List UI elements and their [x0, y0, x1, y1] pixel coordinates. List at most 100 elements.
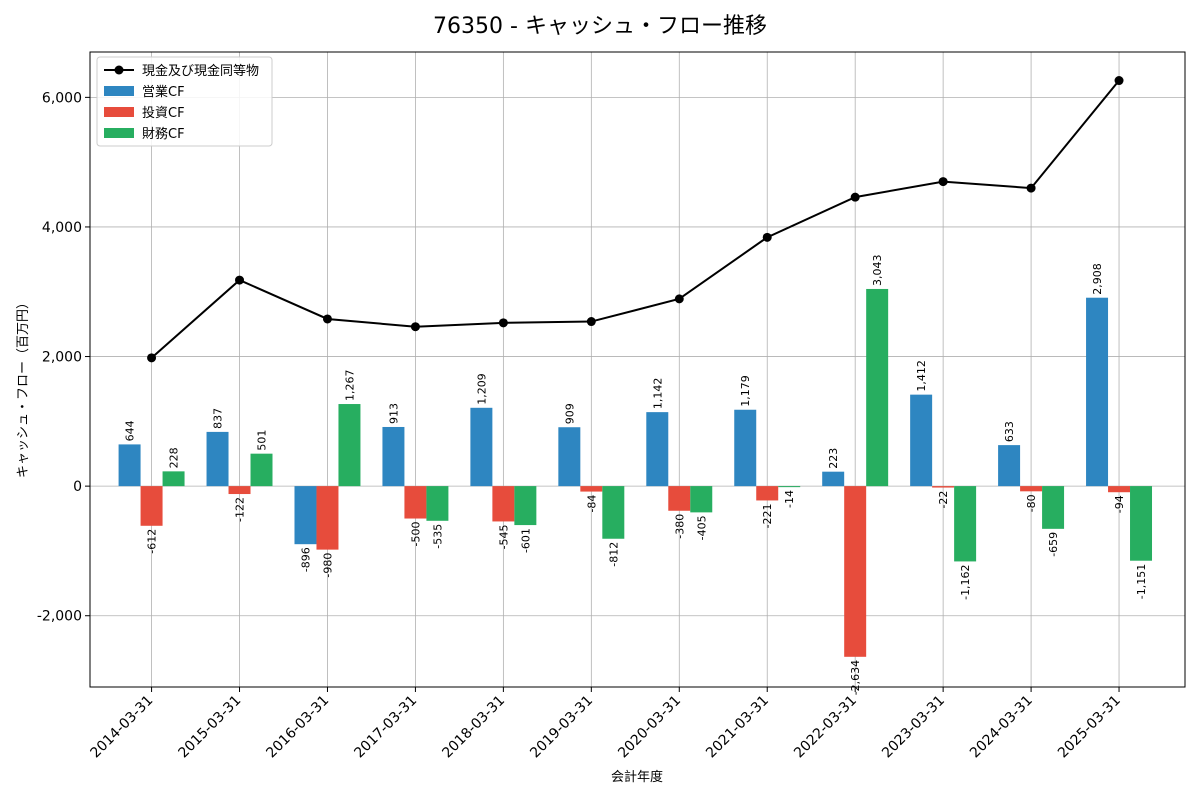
x-tick-label: 2014-03-31 — [88, 693, 157, 762]
x-tick-label: 2025-03-31 — [1055, 693, 1124, 762]
bar-value-label: -1,162 — [959, 564, 972, 599]
cash-line-group — [147, 76, 1124, 363]
legend-swatch — [104, 128, 134, 138]
bar-value-label: -896 — [299, 547, 312, 572]
cash-point — [850, 192, 860, 202]
bar-value-label: -2,634 — [849, 660, 862, 695]
x-tick-label: 2017-03-31 — [351, 693, 420, 762]
bar-財務CF — [866, 288, 889, 487]
bar-財務CF — [426, 486, 449, 521]
bar-投資CF — [140, 486, 163, 526]
cash-point — [762, 232, 772, 242]
bar-value-label: -812 — [607, 542, 620, 567]
bar-value-label: -500 — [409, 522, 422, 547]
bar-財務CF — [1042, 486, 1065, 529]
cash-point — [322, 314, 332, 324]
bar-value-label: 913 — [387, 403, 400, 424]
bar-財務CF — [690, 486, 713, 513]
bar-value-label: 1,267 — [343, 370, 356, 402]
bar-営業CF — [822, 471, 845, 487]
x-tick-label: 2021-03-31 — [703, 693, 772, 762]
cash-point — [586, 317, 596, 327]
legend-label: 営業CF — [142, 84, 185, 100]
bar-value-label: 1,412 — [915, 360, 928, 392]
bar-営業CF — [294, 486, 317, 545]
bar-value-label: -535 — [431, 524, 444, 549]
cash-line — [150, 79, 1120, 359]
bars-group — [118, 288, 1153, 657]
bar-財務CF — [954, 486, 977, 562]
cash-point — [938, 177, 948, 187]
x-tick-label: 2016-03-31 — [263, 693, 332, 762]
cash-point — [235, 275, 245, 285]
legend-label: 投資CF — [142, 105, 185, 121]
bar-value-label: -221 — [761, 503, 774, 528]
x-axis-label: 会計年度 — [611, 769, 663, 785]
bar-value-label: 644 — [124, 420, 137, 441]
bar-value-label: -122 — [234, 497, 247, 522]
cash-point — [674, 294, 684, 304]
bar-value-label: -980 — [321, 553, 334, 578]
bar-value-label: -380 — [673, 514, 686, 539]
bar-投資CF — [1108, 486, 1131, 493]
bar-営業CF — [382, 426, 405, 487]
cash-point — [147, 353, 157, 363]
bar-投資CF — [668, 486, 691, 511]
cash-point — [1114, 76, 1124, 86]
bar-value-label: 228 — [168, 447, 181, 468]
bar-財務CF — [1130, 486, 1153, 561]
bar-営業CF — [646, 412, 669, 487]
legend-box — [96, 56, 273, 147]
legend-label: 財務CF — [142, 127, 185, 142]
x-tick-label: 2023-03-31 — [879, 693, 948, 762]
bar-財務CF — [162, 471, 185, 487]
bar-value-label: 633 — [1003, 421, 1016, 442]
grid-lines — [90, 52, 1185, 687]
bar-value-label: 2,908 — [1091, 263, 1104, 295]
bar-value-label: 3,043 — [871, 254, 884, 286]
bar-投資CF — [844, 486, 867, 657]
legend-label: 現金及び現金同等物 — [142, 63, 259, 79]
bar-財務CF — [778, 486, 801, 488]
bar-value-label: -22 — [937, 491, 950, 509]
bar-財務CF — [514, 486, 537, 526]
legend-swatch — [104, 86, 134, 96]
bar-投資CF — [404, 486, 427, 519]
bar-営業CF — [910, 394, 933, 487]
bar-value-label: 223 — [827, 448, 840, 469]
cash-point — [1026, 183, 1036, 193]
bar-営業CF — [734, 409, 757, 487]
bar-営業CF — [998, 445, 1021, 487]
bar-value-label: -94 — [1113, 495, 1126, 513]
bar-投資CF — [932, 486, 955, 488]
bar-value-label: 1,209 — [475, 373, 488, 404]
bar-財務CF — [250, 453, 273, 487]
bar-営業CF — [470, 407, 493, 487]
cash-point — [498, 318, 508, 328]
cash-point — [410, 322, 420, 332]
y-tick-label: 2,000 — [42, 350, 82, 366]
legend-marker — [114, 65, 124, 75]
bar-投資CF — [756, 486, 779, 501]
x-tick-label: 2019-03-31 — [527, 693, 596, 762]
bar-投資CF — [316, 486, 339, 550]
x-tick-label: 2020-03-31 — [615, 693, 684, 762]
bar-財務CF — [602, 486, 625, 539]
bar-投資CF — [1020, 486, 1043, 492]
y-axis-label: キャッシュ・フロー（百万円） — [16, 296, 31, 478]
bar-営業CF — [206, 431, 229, 487]
bar-投資CF — [228, 486, 251, 495]
bar-value-label: -1,151 — [1135, 564, 1148, 599]
bar-value-label: -545 — [497, 524, 510, 549]
y-tick-label: -2,000 — [37, 609, 82, 625]
x-tick-label: 2022-03-31 — [791, 693, 860, 762]
bar-投資CF — [492, 486, 515, 522]
y-tick-label: 6,000 — [42, 90, 82, 106]
legend-swatch — [104, 107, 134, 117]
bar-value-label: 501 — [256, 430, 269, 451]
bar-value-label: 1,142 — [651, 378, 664, 410]
bar-value-label: 837 — [212, 408, 225, 429]
